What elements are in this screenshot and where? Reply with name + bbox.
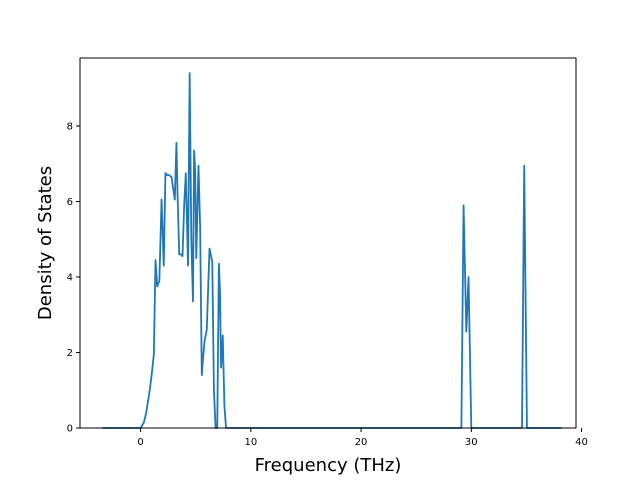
y-axis-ticks: 0 2 4 6 8 (67, 121, 80, 435)
y-tick-label: 4 (67, 272, 73, 283)
y-tick-label: 2 (67, 348, 73, 359)
x-tick-label: 30 (465, 437, 478, 448)
y-tick-label: 8 (67, 121, 73, 132)
x-tick-label: 0 (137, 437, 143, 448)
plot-frame (79, 57, 577, 429)
y-tick-label: 0 (67, 424, 73, 435)
x-axis-title: Frequency (THz) (255, 455, 402, 476)
y-tick-label: 6 (67, 197, 73, 208)
x-axis-ticks: 0 10 20 30 40 (137, 428, 588, 448)
y-axis-title: Density of States (35, 166, 56, 320)
x-tick-label: 40 (575, 437, 588, 448)
x-tick-label: 10 (244, 437, 257, 448)
x-tick-label: 20 (355, 437, 368, 448)
